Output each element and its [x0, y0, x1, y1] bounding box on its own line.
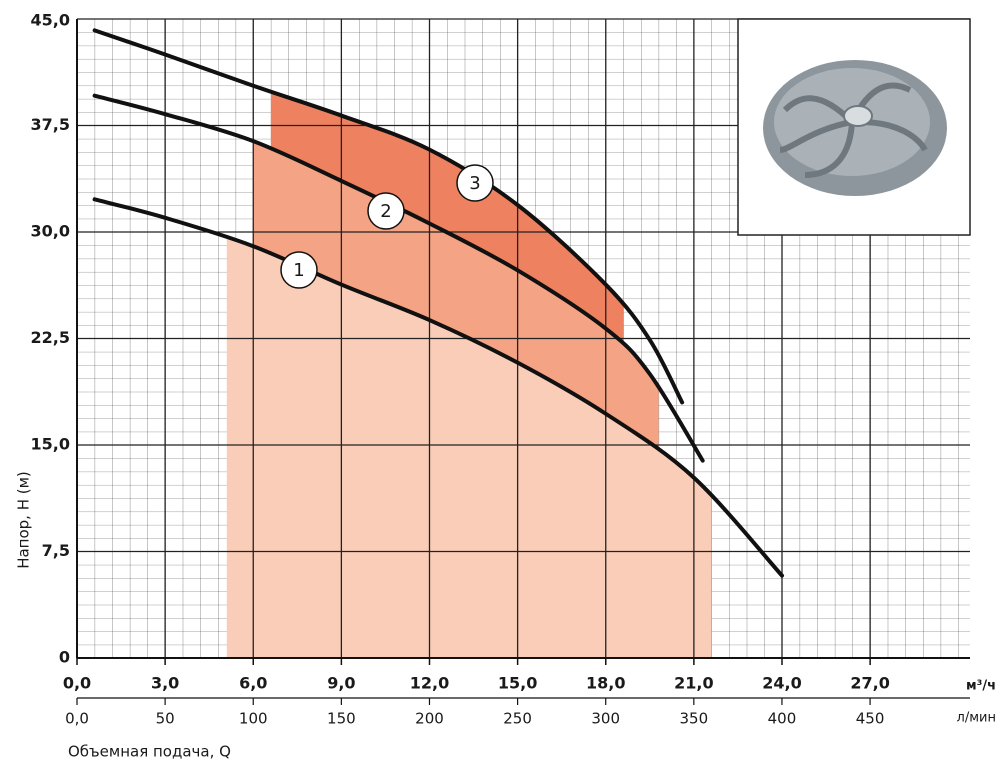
- x-tick-label: 9,0: [327, 674, 355, 693]
- curve-badge: [280, 251, 318, 289]
- x-tick-label: 15,0: [498, 674, 537, 693]
- x2-tick-label: 50: [156, 710, 175, 728]
- x-tick-label: 0,0: [63, 674, 91, 693]
- x-tick-label: 18,0: [586, 674, 625, 693]
- x2-unit: л/мин: [957, 711, 996, 726]
- y-tick-label: 45,0: [31, 11, 70, 30]
- curve-badge: [456, 164, 494, 202]
- y-tick-label: 0: [59, 648, 70, 667]
- x2-tick-label: 300: [591, 710, 620, 728]
- x2-tick-label: 450: [856, 710, 885, 728]
- x2-tick-label: 100: [239, 710, 268, 728]
- x2-tick-label: 200: [415, 710, 444, 728]
- y-axis-label: Напор, H (м): [15, 471, 33, 569]
- x-tick-label: 6,0: [239, 674, 267, 693]
- curves: 1 2 3: [92, 28, 784, 578]
- y-tick-label: 15,0: [31, 435, 70, 454]
- impeller-photo: [737, 18, 971, 236]
- y-tick-label: 7,5: [42, 541, 70, 560]
- curve-badge: [367, 192, 405, 230]
- y-tick-label: 22,5: [31, 328, 70, 347]
- y-tick-label: 30,0: [31, 222, 70, 241]
- curve-label: 1: [293, 260, 304, 281]
- x-tick-label: 21,0: [674, 674, 713, 693]
- y-tick-label: 37,5: [31, 115, 70, 134]
- operating-range: [253, 141, 659, 449]
- x-unit: м³/ч: [966, 679, 996, 694]
- x-axis-label: Объемная подача, Q: [68, 743, 231, 761]
- pump-curve: [92, 197, 784, 578]
- x-tick-label: 12,0: [410, 674, 449, 693]
- x2-tick-label: 0,0: [65, 710, 89, 728]
- x2-tick-label: 150: [327, 710, 356, 728]
- x2-tick-label: 350: [680, 710, 709, 728]
- x-tick-label: 24,0: [762, 674, 801, 693]
- x2-tick-label: 250: [503, 710, 532, 728]
- x2-tick-label: 400: [768, 710, 797, 728]
- curve-label: 2: [380, 201, 391, 222]
- curve-label: 3: [469, 173, 480, 194]
- impeller-vanes: [779, 82, 928, 178]
- pump-curve: [92, 28, 685, 405]
- x-tick-label: 27,0: [850, 674, 889, 693]
- operating-range: [226, 236, 712, 659]
- x-tick-label: 3,0: [151, 674, 179, 693]
- pump-curve: [92, 93, 705, 463]
- impeller-hub: [843, 105, 873, 127]
